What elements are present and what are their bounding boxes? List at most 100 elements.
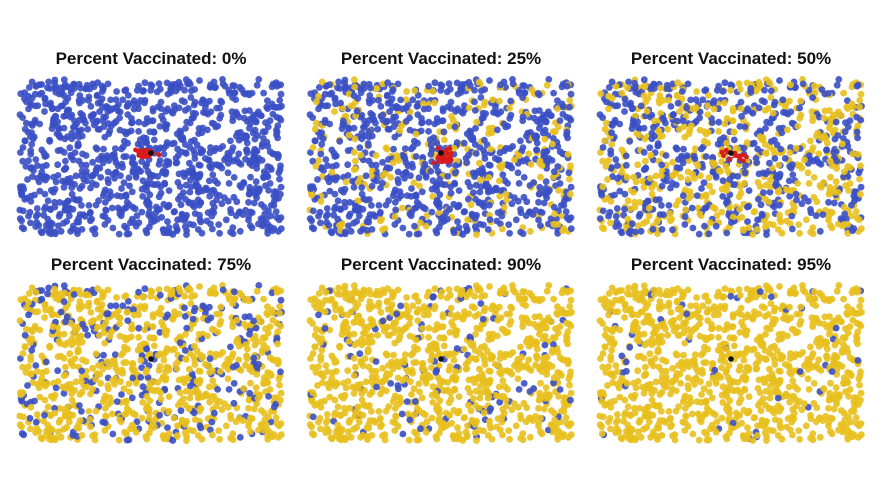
chart-panel-0: Percent Vaccinated: 0% (16, 48, 286, 248)
vaccinated-dot (491, 361, 499, 368)
vaccinated-dot (707, 219, 714, 227)
vaccinated-dot (792, 144, 800, 152)
vaccinated-dot (852, 208, 860, 216)
unvaccinated-dot (27, 197, 35, 205)
unvaccinated-dot (540, 111, 547, 119)
unvaccinated-dot (221, 194, 228, 202)
vaccinated-dot (204, 332, 211, 340)
vaccinated-dot (567, 162, 574, 170)
unvaccinated-dot (104, 80, 112, 88)
unvaccinated-dot (725, 209, 733, 217)
unvaccinated-dot (486, 77, 493, 84)
unvaccinated-dot (116, 210, 124, 218)
unvaccinated-dot (517, 206, 524, 213)
unvaccinated-dot (224, 169, 232, 177)
unvaccinated-dot (150, 128, 158, 136)
vaccinated-dot (640, 219, 647, 227)
unvaccinated-dot (366, 99, 373, 107)
unvaccinated-dot (479, 109, 487, 117)
vaccinated-dot (89, 432, 96, 440)
vaccinated-dot (762, 150, 770, 157)
unvaccinated-dot (540, 199, 548, 207)
infected-dot (156, 152, 162, 158)
unvaccinated-dot (542, 118, 550, 126)
unvaccinated-dot (237, 161, 245, 168)
vaccinated-dot (805, 180, 813, 187)
unvaccinated-dot (345, 222, 352, 230)
vaccinated-dot (379, 432, 386, 440)
vaccinated-dot (721, 120, 729, 128)
vaccinated-dot (357, 151, 365, 159)
unvaccinated-dot (472, 124, 479, 132)
unvaccinated-dot (716, 136, 724, 144)
vaccinated-dot (723, 115, 731, 122)
unvaccinated-dot (341, 85, 349, 92)
vaccinated-dot (537, 414, 544, 422)
unvaccinated-dot (681, 213, 689, 221)
vaccinated-dot (43, 367, 50, 375)
vaccinated-dot (840, 203, 848, 211)
unvaccinated-dot (76, 196, 83, 203)
unvaccinated-dot (121, 87, 129, 94)
vaccinated-dot (527, 161, 535, 168)
unvaccinated-dot (160, 144, 168, 152)
unvaccinated-dot (406, 210, 414, 218)
unvaccinated-dot (149, 117, 157, 125)
vaccinated-dot (160, 350, 168, 358)
unvaccinated-dot (27, 219, 34, 227)
unvaccinated-dot (656, 196, 663, 203)
unvaccinated-dot (742, 162, 749, 169)
unvaccinated-dot (227, 343, 234, 351)
unvaccinated-dot (169, 437, 177, 444)
unvaccinated-dot (519, 94, 526, 101)
vaccinated-dot (601, 137, 609, 145)
vaccinated-dot (175, 401, 182, 409)
unvaccinated-dot (113, 192, 121, 199)
vaccinated-dot (382, 169, 390, 177)
vaccinated-dot (315, 92, 322, 100)
vaccinated-dot (61, 341, 69, 349)
unvaccinated-dot (87, 103, 95, 110)
vaccinated-dot (566, 175, 573, 183)
unvaccinated-dot (199, 302, 207, 310)
unvaccinated-dot (269, 227, 276, 235)
vaccinated-dot (55, 330, 62, 338)
vaccinated-dot (173, 365, 181, 372)
unvaccinated-dot (376, 210, 384, 217)
unvaccinated-dot (28, 129, 35, 137)
unvaccinated-dot (43, 161, 50, 169)
vaccinated-dot (774, 226, 782, 233)
vaccinated-dot (229, 300, 237, 307)
vaccinated-dot (517, 412, 524, 419)
unvaccinated-dot (486, 407, 493, 415)
vaccinated-dot (101, 427, 109, 434)
unvaccinated-dot (182, 170, 190, 178)
unvaccinated-dot (19, 144, 27, 151)
unvaccinated-dot (274, 151, 282, 158)
unvaccinated-dot (70, 291, 78, 298)
vaccinated-dot (260, 409, 268, 417)
vaccinated-dot (350, 76, 358, 84)
unvaccinated-dot (750, 139, 758, 147)
vaccinated-dot (827, 173, 834, 181)
unvaccinated-dot (550, 89, 557, 97)
vaccinated-dot (856, 175, 863, 183)
unvaccinated-dot (214, 180, 222, 187)
unvaccinated-dot (368, 161, 376, 169)
unvaccinated-dot (130, 100, 137, 107)
unvaccinated-dot (469, 212, 476, 219)
unvaccinated-dot (331, 95, 339, 103)
vaccinated-dot (635, 222, 642, 230)
unvaccinated-dot (672, 144, 680, 152)
vaccinated-dot (89, 317, 97, 325)
vaccinated-dot (598, 224, 606, 231)
unvaccinated-dot (314, 176, 321, 183)
vaccinated-dot (261, 416, 269, 424)
vaccinated-dot (412, 130, 420, 138)
unvaccinated-dot (434, 198, 441, 205)
unvaccinated-dot (637, 102, 645, 110)
unvaccinated-dot (635, 212, 643, 220)
vaccinated-dot (795, 221, 803, 229)
vaccinated-dot (623, 174, 631, 181)
vaccinated-dot (31, 325, 39, 332)
